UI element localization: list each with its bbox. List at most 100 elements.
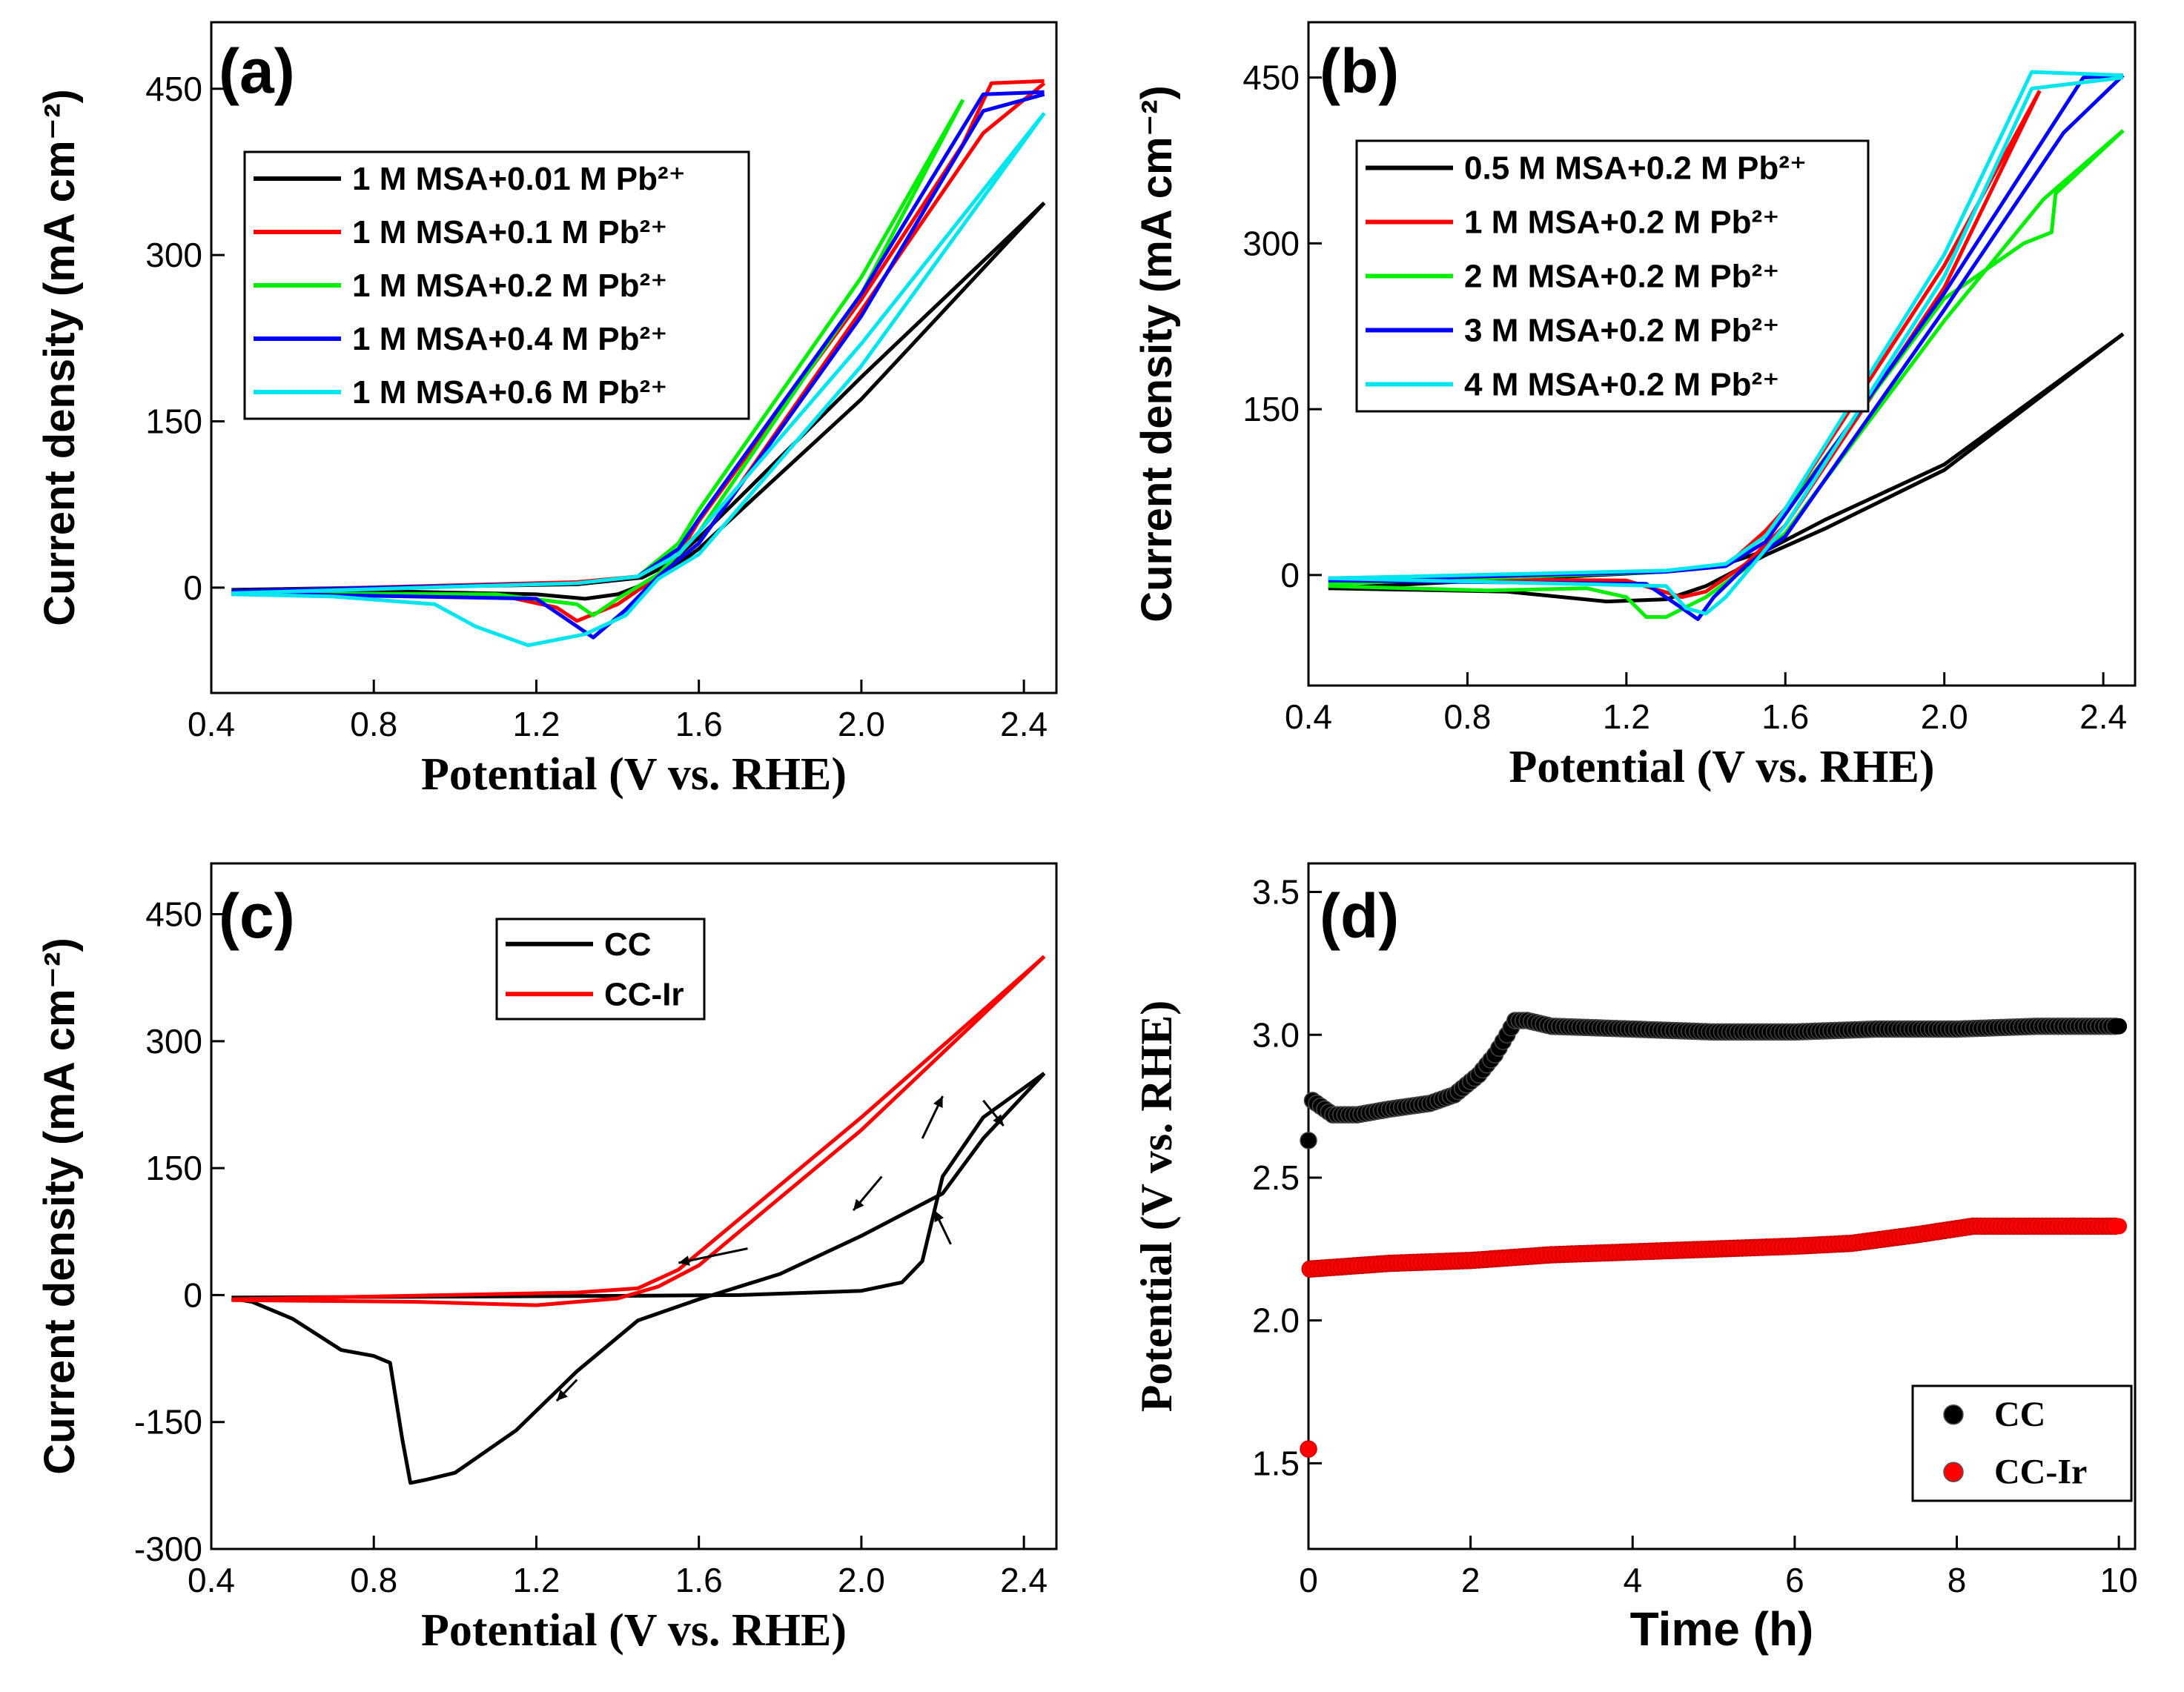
series-line-forward [1328,70,2123,580]
y-tick-label: 300 [1242,224,1300,262]
series-line-forward [231,955,1046,1301]
series-line-reverse [231,202,1046,601]
series-line-reverse [1328,332,2125,604]
legend-label: 1 M MSA+0.2 M Pb²⁺ [1464,205,1779,241]
panel-a: 0.4 0.8 1.2 1.6 2.0 2.4 0 150 300 450 Potential (V… [36,21,1058,800]
x-tick-label: 0.8 [1443,697,1491,736]
panel-d: 0 2 4 6 8 10 1.5 2.0 2.5 3.0 3.5 Time (h) Potential … [1132,862,2138,1656]
x-tick-label: 0.4 [188,1561,235,1599]
x-tick-label: 1.6 [675,1561,723,1599]
x-tick-label: 2.4 [1000,705,1048,743]
scatter-point [2111,1218,2128,1235]
x-tick-label: 1.2 [512,705,560,743]
x-axis-label: Time (h) [1630,1602,1814,1656]
plot-frame [1307,862,2137,1550]
x-tick-label: 1.2 [512,1561,560,1599]
y-tick-label: 2.0 [1252,1301,1300,1340]
legend-swatch [1943,1462,1964,1482]
series-line-reverse [1328,76,2124,616]
direction-arrowhead [853,1198,864,1211]
y-tick-label: -150 [134,1403,202,1441]
y-tick-label: 450 [145,70,202,108]
y-tick-label: 0 [1280,556,1300,594]
legend-label: 1 M MSA+0.1 M Pb²⁺ [352,214,667,251]
legend-label: 1 M MSA+0.6 M Pb²⁺ [352,374,667,411]
scatter-point [2111,1018,2128,1035]
x-axis-label: Potential (V vs. RHE) [421,749,847,800]
x-tick-label: 1.6 [675,705,723,743]
legend-label: 2 M MSA+0.2 M Pb²⁺ [1464,259,1779,295]
y-tick-label: 300 [145,236,202,274]
plot-frame [210,862,1058,1550]
panel-tag: (a) [219,36,295,106]
x-axis-label: Potential (V vs. RHE) [421,1605,847,1656]
legend-label: 4 M MSA+0.2 M Pb²⁺ [1464,367,1779,403]
legend-box [1911,1384,2133,1502]
y-tick-label: 3.0 [1252,1015,1300,1054]
panel-c: 0.4 0.8 1.2 1.6 2.0 2.4 -300 -150 0 150 300 450 Pote… [36,862,1058,1656]
scatter-point [1300,1132,1317,1149]
panel-tag: (d) [1320,881,1399,951]
series-line-forward [231,112,1046,595]
scatter-point [1300,1440,1317,1458]
series-line-reverse [231,92,1045,640]
direction-arrowhead [933,1096,943,1109]
x-tick-label: 1.2 [1603,697,1650,736]
y-tick-label: 150 [1242,390,1300,428]
y-tick-label: 450 [1242,59,1300,97]
x-tick-label: 1.6 [1761,697,1809,736]
legend-box [495,918,706,1021]
legend-label: CC-Ir [604,976,684,1012]
legend-label: 0.5 M MSA+0.2 M Pb²⁺ [1464,150,1807,187]
y-axis-label: Current density (mA cm⁻²) [36,89,84,626]
panel-tag: (b) [1320,36,1399,106]
x-axis-label: Potential (V vs. RHE) [1509,742,1934,792]
y-axis-label: Current density (mA cm⁻²) [36,938,84,1475]
direction-arrowhead [678,1255,690,1266]
y-tick-label: 0 [183,1275,202,1314]
legend-label: 1 M MSA+0.4 M Pb²⁺ [352,321,667,357]
legend: 0.5 M MSA+0.2 M Pb²⁺ 1 M MSA+0.2 M Pb²⁺ 2 … [1355,139,1870,413]
y-axis-label: Current density (mA cm⁻²) [1133,85,1181,623]
legend: CC CC-Ir [1911,1384,2133,1502]
scatter-series [1300,1012,2128,1149]
x-tick-label: 0.4 [188,705,235,743]
legend-label: CC [1994,1395,2045,1434]
series-line-forward [231,1072,1046,1300]
y-tick-label: 150 [145,1149,202,1187]
direction-arrowhead [934,1210,944,1223]
series-line-reverse [231,1072,1046,1485]
y-tick-label: 0 [183,568,202,607]
x-tick-label: 6 [1785,1561,1804,1599]
x-tick-label: 8 [1948,1561,1967,1599]
x-tick-label: 0.8 [350,705,397,743]
plot-frame [210,21,1058,694]
x-tick-label: 0.4 [1285,697,1332,736]
x-tick-label: 2.0 [838,705,885,743]
x-tick-label: 10 [2100,1561,2138,1599]
legend-swatch [1943,1404,1964,1425]
scatter-series [1300,1217,2128,1458]
panel-b: 0.4 0.8 1.2 1.6 2.0 2.4 0 150 300 450 Potential (V… [1133,21,2137,792]
direction-arrowhead [556,1389,568,1401]
legend-label: 1 M MSA+0.2 M Pb²⁺ [352,268,667,304]
x-tick-label: 2 [1461,1561,1480,1599]
legend-label: CC [604,926,652,963]
y-tick-label: 150 [145,402,202,441]
panel-tag: (c) [219,881,295,951]
y-tick-label: 2.5 [1252,1158,1300,1197]
x-tick-label: 2.0 [838,1561,885,1599]
series-line-reverse [1328,73,2125,621]
series-line-reverse [231,82,1046,623]
direction-arrowhead [993,1114,1004,1127]
legend-label: 3 M MSA+0.2 M Pb²⁺ [1464,313,1779,349]
plot-frame [1307,21,2137,687]
x-tick-label: 0.8 [350,1561,397,1599]
legend-label: 1 M MSA+0.01 M Pb²⁺ [352,161,686,197]
x-tick-label: 4 [1623,1561,1642,1599]
legend: 1 M MSA+0.01 M Pb²⁺ 1 M MSA+0.1 M Pb²⁺ 1 M… [243,150,750,420]
y-axis-label: Potential (V vs. RHE) [1132,1001,1181,1413]
y-tick-label: -300 [134,1530,202,1568]
legend-label: CC-Ir [1994,1452,2087,1491]
